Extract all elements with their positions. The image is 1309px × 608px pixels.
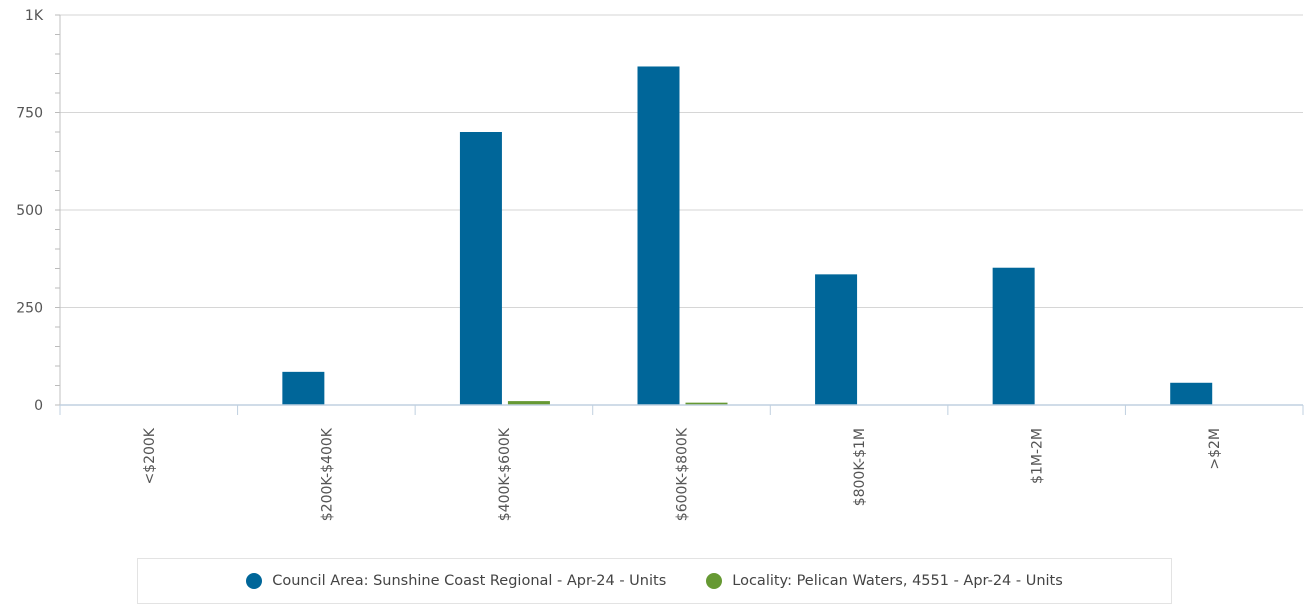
x-tick-label: $200K-$400K [319,427,335,521]
y-tick-label: 250 [16,301,43,317]
x-axis-tick-labels: <$200K $200K-$400K $400K-$600K $600K-$800K $… [142,427,1223,521]
x-tick-label: $600K-$800K [675,427,691,521]
bar-chart: 0 250 500 750 1K <$200K $200K-$400K $400K-$600… [16,8,1304,521]
x-tick-label: $800K-$1M [852,428,868,506]
bars [282,66,1213,405]
y-tick-label: 0 [34,398,43,414]
x-tick-label: >$2M [1207,428,1223,470]
y-axis-tick-labels: 0 250 500 750 1K [16,8,44,414]
x-tick-label: <$200K [142,427,158,484]
bar-locality [685,402,728,405]
bar-council-area [1170,382,1213,405]
bar-council-area [282,371,325,405]
bar-council-area [992,267,1035,405]
y-tick-label: 500 [16,203,43,219]
y-axis-minor-ticks [55,14,60,406]
y-tick-label: 750 [16,106,43,122]
bar-council-area [459,132,502,405]
bar-locality [507,401,550,405]
legend-dot-icon [706,573,723,589]
grid-lines [60,14,1303,308]
legend-item-council-area[interactable]: Council Area: Sunshine Coast Regional - … [246,573,666,589]
y-tick-label: 1K [25,8,44,24]
x-tick-label: $400K-$600K [497,427,513,521]
bar-council-area [815,274,858,405]
x-tick-label: $1M-2M [1030,428,1046,484]
legend-label: Locality: Pelican Waters, 4551 - Apr-24 … [732,573,1063,589]
bar-council-area [637,66,680,405]
legend-item-locality[interactable]: Locality: Pelican Waters, 4551 - Apr-24 … [706,573,1063,589]
axes [59,15,1304,415]
legend-label: Council Area: Sunshine Coast Regional - … [272,573,667,589]
legend: Council Area: Sunshine Coast Regional - … [137,558,1172,604]
legend-dot-icon [246,573,263,589]
